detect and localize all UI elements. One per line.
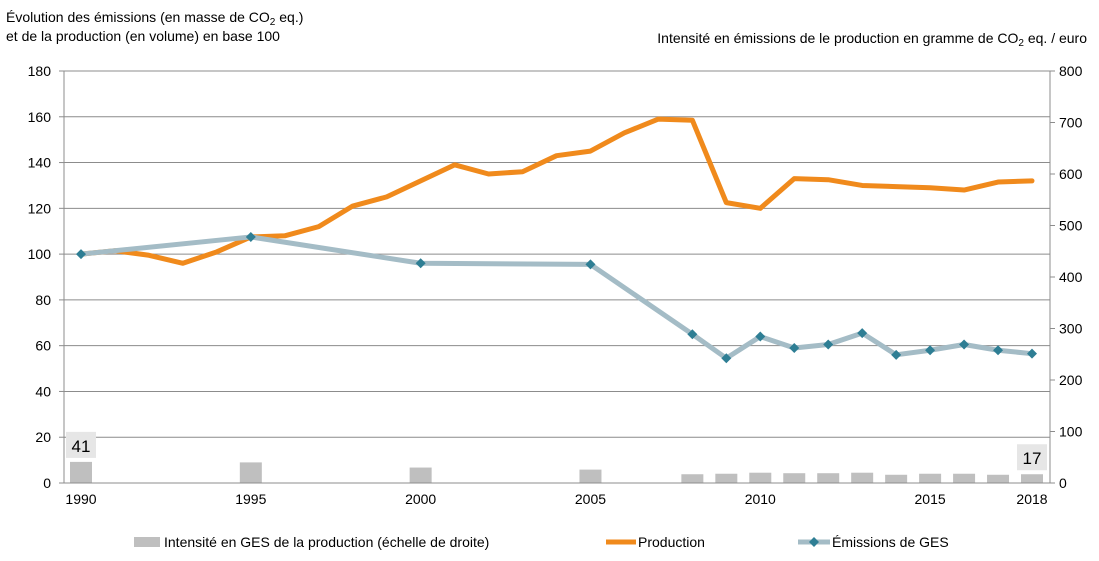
lines [76,116,1037,364]
emissions-point [687,329,698,340]
right-tick-label: 500 [1059,218,1083,234]
legend-intensity-label: Intensité en GES de la production (échel… [164,534,489,550]
intensity-bar [749,472,772,483]
left-title-line2: et de la production (en volume) en base … [6,28,280,44]
intensity-bar [409,467,432,483]
emissions-point [76,249,86,260]
intensity-bar [715,473,738,483]
annotation-badge [66,431,96,458]
legend-emissions-label: Émissions de GES [832,534,949,550]
intensity-bar [681,474,704,483]
emissions-point [789,342,800,353]
intensity-bars [70,461,1043,483]
right-axis-title: Intensité en émissions de le production … [657,30,1087,49]
emissions-point [1027,348,1037,359]
right-tick-label: 200 [1059,372,1083,388]
emissions-point [857,328,868,339]
legend-intensity-swatch [134,537,160,547]
emissions-point [755,331,766,342]
right-title-sub: 2 [1018,38,1024,49]
intensity-bar [1021,474,1043,483]
left-title-sub: 2 [269,17,276,28]
emissions-point [993,345,1004,356]
left-tick-label: 160 [28,109,52,125]
left-tick-label: 20 [35,429,51,445]
x-tick-label: 2015 [915,491,946,507]
left-title-line1-b: eq.) [275,9,304,25]
emissions-point [415,258,426,269]
right-tick-label: 700 [1059,115,1083,131]
right-tick-label: 800 [1059,63,1083,79]
annotation-label: 17 [1023,449,1042,468]
grid [64,70,1050,438]
intensity-bar [70,461,92,483]
axes: 0 20 40 60 80 100 120 140 160 180 0 100 200 300 400 500… [28,63,1083,507]
emissions-point [585,259,596,270]
left-tick-label: 80 [35,292,51,308]
legend-emissions-marker [809,537,819,547]
left-tick-label: 140 [28,155,52,171]
emissions-point [823,339,834,350]
left-tick-label: 180 [28,63,52,79]
intensity-bar [783,473,806,483]
x-tick-label: 2005 [575,491,606,507]
x-tick-label: 2000 [405,491,436,507]
left-title-line1-a: Évolution des émissions (en masse de CO [6,9,270,25]
intensity-bar [885,474,908,483]
right-tick-label: 400 [1059,269,1083,285]
legend: Intensité en GES de la production (échel… [134,534,949,550]
x-tick-label: 2010 [745,491,776,507]
intensity-bar [953,473,976,483]
production-line [78,116,1035,266]
intensity-bar [579,469,602,483]
left-tick-label: 0 [43,475,51,491]
x-tick-label: 1990 [65,491,96,507]
x-tick-label: 2018 [1016,491,1047,507]
right-title-b: eq. / euro [1023,30,1087,46]
annotations: 41 17 [66,431,1047,471]
emissions-point [721,353,732,364]
left-tick-label: 60 [35,338,51,354]
left-tick-label: 40 [35,383,51,399]
intensity-bar [987,474,1010,483]
emissions-point [891,349,902,360]
intensity-bar [239,462,262,483]
emissions-point [959,339,970,350]
intensity-bar [851,472,874,483]
x-tick-label: 1995 [235,491,266,507]
emissions-point [925,345,936,356]
left-tick-label: 100 [28,246,52,262]
right-title-a: Intensité en émissions de le production … [657,30,1019,46]
intensity-bar [919,473,942,483]
emissions-line [78,234,1035,361]
right-tick-label: 600 [1059,166,1083,182]
left-axis-title: Évolution des émissions (en masse de CO2… [6,8,303,46]
legend-production-label: Production [638,534,705,550]
right-tick-label: 100 [1059,424,1083,440]
intensity-bar [817,473,840,483]
annotation-badge [1017,444,1047,471]
right-tick-label: 0 [1059,475,1067,491]
emissions-point [245,231,256,242]
left-tick-label: 120 [28,200,52,216]
annotation-label: 41 [72,437,91,456]
right-tick-label: 300 [1059,321,1083,337]
